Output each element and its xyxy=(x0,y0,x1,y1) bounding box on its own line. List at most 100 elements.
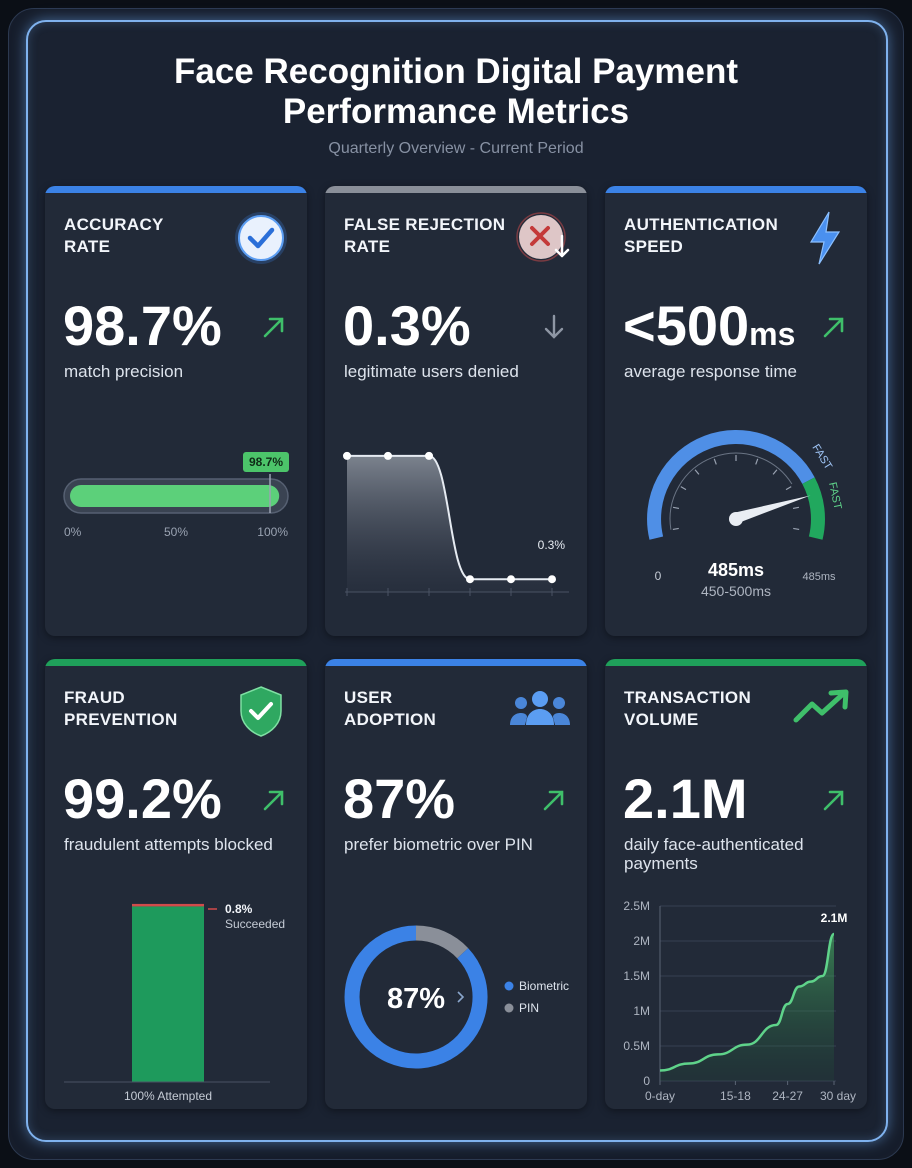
metric-description: prefer biometric over PIN xyxy=(344,835,533,854)
accuracy-bar-fill xyxy=(70,485,280,507)
succeeded-pct-label: 0.8% xyxy=(225,902,253,916)
card-accent-bar xyxy=(325,659,587,666)
card-label: ACCURACY RATE xyxy=(64,215,164,256)
gauge-range: 450-500ms xyxy=(701,583,771,599)
false-rejection-area xyxy=(347,455,552,592)
metric-value: 2.1M xyxy=(623,767,748,830)
accuracy-bar-chart: 98.7% 0% 50% 100% xyxy=(63,452,289,539)
chevron-right-icon xyxy=(457,991,465,1003)
gauge-tick-9 xyxy=(792,506,800,510)
succeeded-text-label: Succeeded xyxy=(225,917,285,931)
fraud-prevention-card[interactable]: FRAUD PREVENTION 99.2% fraudulent attempt… xyxy=(45,659,307,1109)
transaction-volume-card[interactable]: TRANSACTION VOLUME 2.1M daily face-authen… xyxy=(605,659,867,1109)
data-point-3 xyxy=(466,575,474,584)
trend-up-arrow-icon xyxy=(821,314,847,345)
card-accent-bar xyxy=(605,659,867,666)
gauge-fast-label-1: FAST xyxy=(809,442,834,472)
card-accent-bar xyxy=(325,186,587,193)
metric-value: 87% xyxy=(343,767,456,830)
card-label: FALSE REJECTION RATE xyxy=(344,215,506,256)
card-label: FRAUD PREVENTION xyxy=(64,688,178,729)
data-point-1 xyxy=(384,451,392,460)
check-circle-icon xyxy=(233,210,289,271)
donut-slice-biometric xyxy=(344,925,488,1069)
trend-up-arrow-icon xyxy=(261,314,287,345)
volume-area-chart: 0 0.5M 1M 1.5M 2M 2.5M 0-day 15-18 24-27 30 day 2… xyxy=(623,899,856,1103)
y-tick-label-2: 1M xyxy=(633,1004,650,1018)
gauge-arc-blue xyxy=(647,429,815,540)
y-tick-label-4: 2M xyxy=(633,934,650,948)
metric-value: 0.3% xyxy=(343,294,471,357)
end-value-label: 0.3% xyxy=(538,538,566,552)
legend-pin-swatch xyxy=(504,1003,514,1013)
legend-biometric-label: Biometric xyxy=(519,979,569,993)
donut-center-label: 87% xyxy=(387,983,445,1015)
accuracy-card[interactable]: ACCURACY RATE 98.7% match precision 98.7%… xyxy=(45,186,307,636)
tick-label-max: 100% xyxy=(257,525,288,539)
metric-description: legitimate users denied xyxy=(344,362,519,381)
legend-pin-label: PIN xyxy=(519,1001,539,1015)
data-point-0 xyxy=(343,451,351,460)
adoption-donut-chart: 87% Biometric PIN xyxy=(344,925,569,1069)
gauge-tick-2 xyxy=(680,486,687,491)
gauge-tick-8 xyxy=(785,486,792,491)
data-point-5 xyxy=(548,575,556,584)
gauge-hub xyxy=(729,512,743,526)
gauge-needle xyxy=(733,495,811,525)
metric-value: 98.7% xyxy=(63,294,222,357)
y-tick-label-3: 1.5M xyxy=(623,969,650,983)
x-tick-label-3: 30 day xyxy=(820,1089,856,1103)
volume-line xyxy=(659,932,836,1072)
trend-up-arrow-icon xyxy=(261,787,287,818)
authentication-speed-card[interactable]: AUTHENTICATION SPEED <500ms average respo… xyxy=(605,186,867,636)
card-label: USER ADOPTION xyxy=(344,688,437,729)
value-unit: ms xyxy=(749,316,796,352)
shield-check-icon xyxy=(237,683,285,744)
gauge-tick-3 xyxy=(694,469,700,475)
legend-biometric-swatch xyxy=(504,981,514,991)
accuracy-badge-bg xyxy=(243,452,289,472)
false-rejection-card[interactable]: FALSE REJECTION RATE 0.3% legitimate user… xyxy=(325,186,587,636)
blocked-bar xyxy=(132,906,204,1082)
gauge-tick-10 xyxy=(793,527,800,531)
accuracy-badge-text: 98.7% xyxy=(249,455,283,469)
volume-area xyxy=(660,934,834,1081)
card-accent-bar xyxy=(45,186,307,193)
trend-up-arrow-icon xyxy=(821,787,847,818)
gauge-inner-arc xyxy=(669,452,793,530)
speed-gauge: FAST FAST 0 485ms 485ms 450-500ms xyxy=(647,429,844,599)
y-tick-label-1: 0.5M xyxy=(623,1039,650,1053)
data-point-4 xyxy=(507,575,515,584)
attempted-label: 100% Attempted xyxy=(124,1089,212,1103)
card-label: AUTHENTICATION SPEED xyxy=(624,215,779,256)
card-accent-bar xyxy=(45,659,307,666)
gauge-tick-7 xyxy=(772,469,778,475)
x-tick-label-2: 24-27 xyxy=(772,1089,803,1103)
gauge-tick-4 xyxy=(713,458,717,465)
card-accent-bar xyxy=(605,186,867,193)
metric-description: fraudulent attempts blocked xyxy=(64,835,273,854)
metric-value: 99.2% xyxy=(63,767,222,830)
x-tick-label-1: 15-18 xyxy=(720,1089,751,1103)
donut-slice-pin xyxy=(415,925,469,959)
card-label: TRANSACTION VOLUME xyxy=(624,688,752,729)
fraud-bar-chart: 0.8% Succeeded 100% Attempted xyxy=(64,902,285,1103)
data-point-2 xyxy=(425,451,433,460)
metric-description: daily face-authenticated payments xyxy=(624,835,804,873)
metric-description: average response time xyxy=(624,362,797,381)
gauge-fast-label-2: FAST xyxy=(826,481,844,511)
value-main: <500 xyxy=(623,294,750,357)
gauge-max-label: 485ms xyxy=(802,571,836,583)
trend-up-arrow-icon xyxy=(541,787,567,818)
gauge-arc-green xyxy=(802,477,825,540)
gauge-tick-6 xyxy=(755,458,759,465)
gauge-reading: 485ms xyxy=(708,560,764,580)
trend-up-icon xyxy=(793,689,851,730)
metric-value: <500ms xyxy=(623,294,795,366)
gauge-min-label: 0 xyxy=(655,569,662,583)
tick-label-min: 0% xyxy=(64,525,82,539)
lightning-icon xyxy=(805,210,845,271)
user-adoption-card[interactable]: USER ADOPTION 87% prefer biometric over P… xyxy=(325,659,587,1109)
metric-description: match precision xyxy=(64,362,184,381)
page-subtitle: Quarterly Overview - Current Period xyxy=(328,140,584,157)
